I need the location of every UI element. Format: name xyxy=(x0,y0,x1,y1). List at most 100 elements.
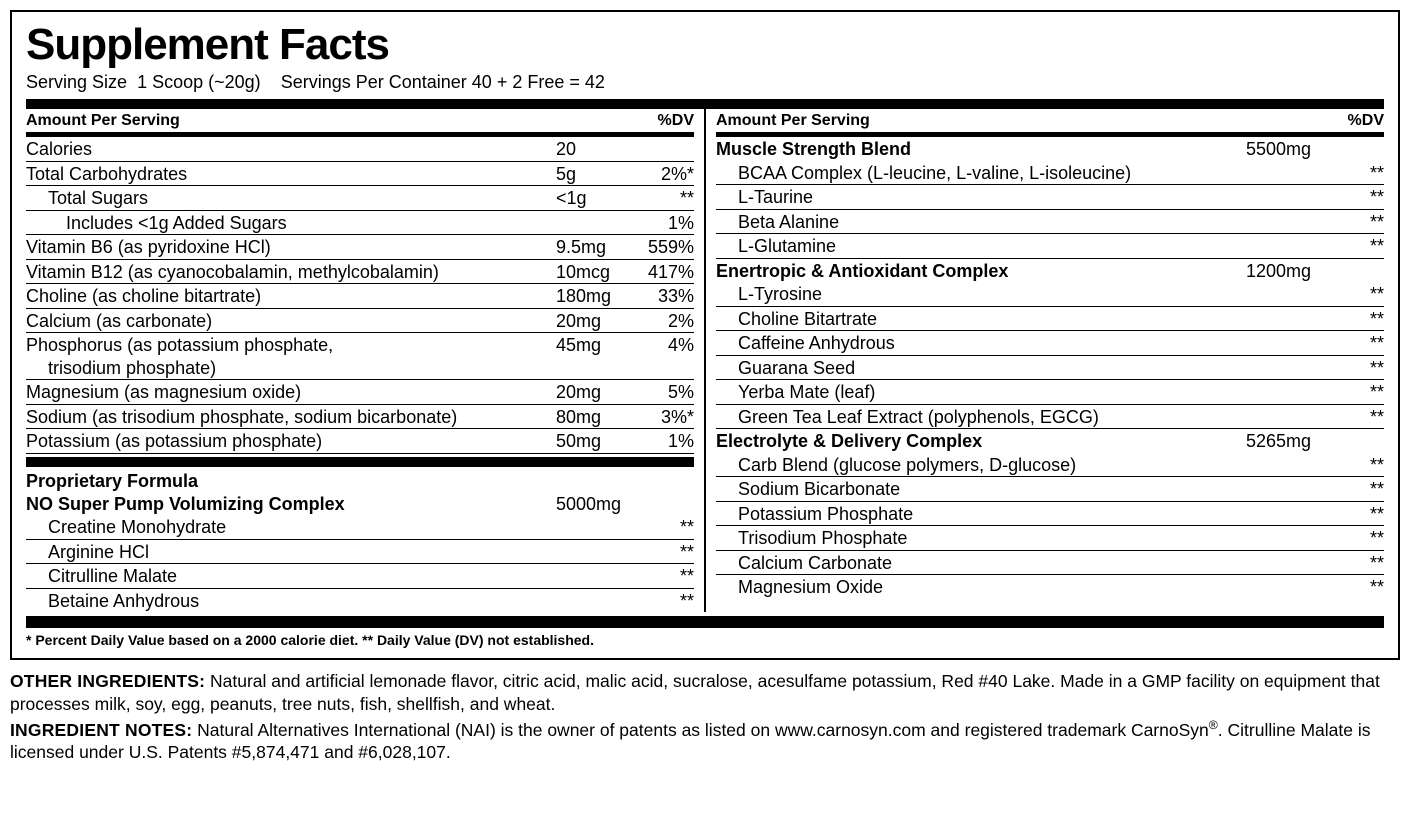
nutrient-amount: 50mg xyxy=(556,430,636,453)
blend-item-amount xyxy=(1246,283,1326,306)
blend-item-dv: ** xyxy=(1326,552,1384,575)
nutrient-name: Potassium (as potassium phosphate) xyxy=(26,430,556,453)
nutrient-amount: 20mg xyxy=(556,310,636,333)
blend-item-amount xyxy=(1246,503,1326,526)
nutrient-row: Phosphorus (as potassium phosphate,triso… xyxy=(26,333,694,380)
servings-value: 40 + 2 Free = 42 xyxy=(472,72,605,92)
blend-item-row: L-Glutamine** xyxy=(716,234,1384,259)
blend-dv xyxy=(1326,430,1384,453)
nutrient-row: Magnesium (as magnesium oxide)20mg5% xyxy=(26,380,694,405)
blend-item-amount xyxy=(1246,308,1326,331)
blend-item-amount xyxy=(1246,332,1326,355)
panel-title: Supplement Facts xyxy=(26,20,1384,70)
other-ingredients-text: Natural and artificial lemonade flavor, … xyxy=(10,671,1380,714)
nutrient-row: Vitamin B12 (as cyanocobalamin, methylco… xyxy=(26,260,694,285)
proprietary-label: Proprietary Formula xyxy=(26,471,694,492)
nutrient-dv: 3%* xyxy=(636,406,694,429)
blend-item-row: Caffeine Anhydrous** xyxy=(716,331,1384,356)
blend-item-name: Creatine Monohydrate xyxy=(26,516,556,539)
thick-bar xyxy=(26,457,694,467)
nutrient-dv: 2% xyxy=(636,310,694,333)
blend-amount: 1200mg xyxy=(1246,260,1326,283)
blend-header-row: Electrolyte & Delivery Complex5265mg xyxy=(716,429,1384,453)
blend-item-row: Sodium Bicarbonate** xyxy=(716,477,1384,502)
blend-item-row: Citrulline Malate ** xyxy=(26,564,694,589)
nutrient-name: Sodium (as trisodium phosphate, sodium b… xyxy=(26,406,556,429)
nutrient-name: Magnesium (as magnesium oxide) xyxy=(26,381,556,404)
blend-item-name: Calcium Carbonate xyxy=(716,552,1246,575)
ingredient-notes-block: INGREDIENT NOTES: Natural Alternatives I… xyxy=(10,718,1400,764)
blend-item-name: Choline Bitartrate xyxy=(716,308,1246,331)
blend-item-amount xyxy=(1246,454,1326,477)
blend-item-name: Caffeine Anhydrous xyxy=(716,332,1246,355)
blend-item-row: Carb Blend (glucose polymers, D-glucose)… xyxy=(716,453,1384,478)
blend-item-amount xyxy=(1246,162,1326,185)
thick-bar xyxy=(26,99,1384,109)
blend-item-amount xyxy=(1246,478,1326,501)
nutrient-dv xyxy=(636,138,694,161)
blend-item-amount xyxy=(1246,552,1326,575)
blend-item-name: Citrulline Malate xyxy=(26,565,556,588)
nutrient-dv: 2%* xyxy=(636,163,694,186)
blend-item-row: Beta Alanine** xyxy=(716,210,1384,235)
nutrient-amount: 20 xyxy=(556,138,636,161)
proprietary-header: Proprietary Formula xyxy=(26,467,694,492)
blend-item-dv: ** xyxy=(1326,283,1384,306)
blend-item-dv: ** xyxy=(636,541,694,564)
nutrient-amount: <1g xyxy=(556,187,636,210)
blend-item-amount xyxy=(1246,211,1326,234)
blend-item-name: Potassium Phosphate xyxy=(716,503,1246,526)
blend-item-dv: ** xyxy=(1326,454,1384,477)
servings-label: Servings Per Container xyxy=(281,72,467,92)
blend-item-dv: ** xyxy=(636,565,694,588)
blend-item-row: Magnesium Oxide** xyxy=(716,575,1384,599)
nutrient-row: Calcium (as carbonate)20mg2% xyxy=(26,309,694,334)
blend-item-dv: ** xyxy=(1326,406,1384,429)
blend-item-row: L-Tyrosine ** xyxy=(716,282,1384,307)
blend-item-row: Green Tea Leaf Extract (polyphenols, EGC… xyxy=(716,405,1384,430)
blend-item-name: Trisodium Phosphate xyxy=(716,527,1246,550)
blend-title: Enertropic & Antioxidant Complex xyxy=(716,260,1246,283)
blend-dv xyxy=(1326,260,1384,283)
blend-item-name: L-Tyrosine xyxy=(716,283,1246,306)
blend-item-dv: ** xyxy=(1326,162,1384,185)
blend-list: Muscle Strength Blend5500mgBCAA Complex … xyxy=(716,137,1384,599)
header-aps: Amount Per Serving xyxy=(716,112,1324,130)
blend-title: Electrolyte & Delivery Complex xyxy=(716,430,1246,453)
blend-item-name: BCAA Complex (L-leucine, L-valine, L-iso… xyxy=(716,162,1246,185)
ingredient-notes-label: INGREDIENT NOTES: xyxy=(10,719,192,739)
nutrient-list: Calories20Total Carbohydrates5g2%*Total … xyxy=(26,137,694,454)
nutrient-row: Vitamin B6 (as pyridoxine HCl)9.5mg559% xyxy=(26,235,694,260)
nutrient-row: Potassium (as potassium phosphate)50mg1% xyxy=(26,429,694,454)
blend-item-amount xyxy=(1246,381,1326,404)
blend-item-dv: ** xyxy=(1326,503,1384,526)
blend-item-amount xyxy=(556,541,636,564)
header-aps: Amount Per Serving xyxy=(26,112,634,130)
columns: Amount Per Serving %DV Calories20Total C… xyxy=(26,109,1384,612)
nutrient-amount: 45mg xyxy=(556,334,636,379)
blend-item-amount xyxy=(1246,576,1326,599)
nutrient-amount: 20mg xyxy=(556,381,636,404)
other-ingredients-block: OTHER INGREDIENTS: Natural and artificia… xyxy=(10,670,1400,716)
nutrient-name: Vitamin B12 (as cyanocobalamin, methylco… xyxy=(26,261,556,284)
blend-list: NO Super Pump Volumizing Complex5000mgCr… xyxy=(26,492,694,613)
blend-item-row: Betaine Anhydrous** xyxy=(26,589,694,613)
nutrient-name: Calories xyxy=(26,138,556,161)
nutrient-dv: 1% xyxy=(636,212,694,235)
blend-title: NO Super Pump Volumizing Complex xyxy=(26,493,556,516)
blend-item-row: Guarana Seed** xyxy=(716,356,1384,381)
blend-item-row: BCAA Complex (L-leucine, L-valine, L-iso… xyxy=(716,161,1384,186)
blend-item-dv: ** xyxy=(636,516,694,539)
blend-header-row: Muscle Strength Blend5500mg xyxy=(716,137,1384,161)
nutrient-amount: 9.5mg xyxy=(556,236,636,259)
nutrient-row: Total Sugars<1g** xyxy=(26,186,694,211)
blend-item-name: Betaine Anhydrous xyxy=(26,590,556,613)
registered-symbol: ® xyxy=(1209,718,1218,732)
blend-item-amount xyxy=(1246,406,1326,429)
blend-item-row: Trisodium Phosphate** xyxy=(716,526,1384,551)
header-dv: %DV xyxy=(1324,112,1384,130)
nutrient-dv: 559% xyxy=(636,236,694,259)
blend-item-name: Beta Alanine xyxy=(716,211,1246,234)
nutrient-amount: 10mcg xyxy=(556,261,636,284)
footnote: * Percent Daily Value based on a 2000 ca… xyxy=(26,632,1384,648)
